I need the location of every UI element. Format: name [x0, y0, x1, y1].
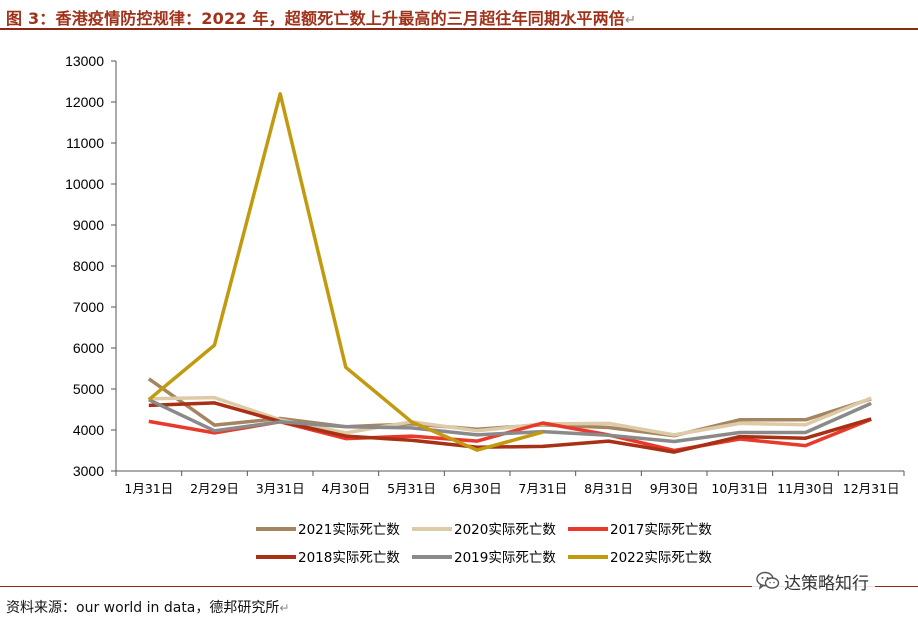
x-tick-label: 12月31日: [843, 481, 900, 496]
y-tick-label: 3000: [73, 463, 104, 479]
x-tick-label: 1月31日: [124, 481, 173, 496]
x-tick-label: 5月31日: [387, 481, 436, 496]
y-tick-label: 8000: [73, 258, 104, 274]
series-line-2019实际死亡数: [148, 398, 872, 444]
chart-legend: 2021实际死亡数 2020实际死亡数 2017实际死亡数 2018实际死亡数 2019…: [256, 522, 712, 566]
y-tick-label: 9000: [73, 217, 104, 233]
y-tick-label: 12000: [65, 94, 104, 110]
legend-label: 2021实际死亡数: [298, 522, 400, 538]
wechat-icon: [756, 571, 780, 590]
legend-label: 2020实际死亡数: [454, 522, 556, 538]
x-tick-label: 10月31日: [711, 481, 768, 496]
source-note: 资料来源：our world in data，德邦研究所↵: [6, 597, 289, 617]
watermark: 达策略知行: [752, 566, 875, 596]
series-line-2018实际死亡数: [148, 401, 872, 454]
y-tick-label: 13000: [65, 53, 104, 69]
figure-title: 图 3：香港疫情防控规律：2022 年，超额死亡数上升最高的三月超往年同期水平两…: [6, 5, 636, 29]
y-tick-label: 11000: [66, 135, 104, 151]
series-line-2022实际死亡数: [147, 92, 544, 452]
footer-divider: [0, 586, 918, 587]
y-tick-label: 6000: [73, 340, 104, 356]
y-tick-label: 4000: [73, 422, 104, 438]
return-mark: ↵: [625, 13, 637, 28]
chart-axes: 3000 4000 5000 6000 7000 8000 9000 10000 11000 12…: [65, 53, 905, 496]
x-tick-label: 2月29日: [190, 481, 239, 496]
x-tick-label: 8月31日: [584, 481, 633, 496]
figure-title-text: 图 3：香港疫情防控规律：2022 年，超额死亡数上升最高的三月超往年同期水平两…: [6, 9, 626, 28]
legend-label: 2018实际死亡数: [298, 550, 400, 566]
x-tick-label: 11月30日: [777, 481, 834, 496]
title-bar: 图 3：香港疫情防控规律：2022 年，超额死亡数上升最高的三月超往年同期水平两…: [0, 0, 918, 30]
legend-label: 2022实际死亡数: [610, 550, 712, 566]
watermark-text: 达策略知行: [784, 573, 869, 594]
y-tick-label: 5000: [73, 381, 104, 397]
x-tick-label: 7月31日: [518, 481, 567, 496]
x-tick-label: 3月31日: [256, 481, 305, 496]
chart-series-lines: [147, 92, 872, 454]
x-tick-label: 9月30日: [650, 481, 699, 496]
series-line-2020实际死亡数: [148, 395, 872, 437]
return-mark: ↵: [279, 601, 290, 615]
y-tick-label: 7000: [73, 299, 104, 315]
line-chart: 3000 4000 5000 6000 7000 8000 9000 10000 11000 12…: [65, 53, 905, 566]
legend-label: 2019实际死亡数: [454, 550, 556, 566]
legend-label: 2017实际死亡数: [610, 522, 712, 538]
x-tick-label: 4月30日: [321, 481, 370, 496]
y-tick-label: 10000: [65, 176, 104, 192]
source-text: 资料来源：our world in data，德邦研究所: [6, 600, 280, 616]
x-tick-label: 6月30日: [453, 481, 502, 496]
